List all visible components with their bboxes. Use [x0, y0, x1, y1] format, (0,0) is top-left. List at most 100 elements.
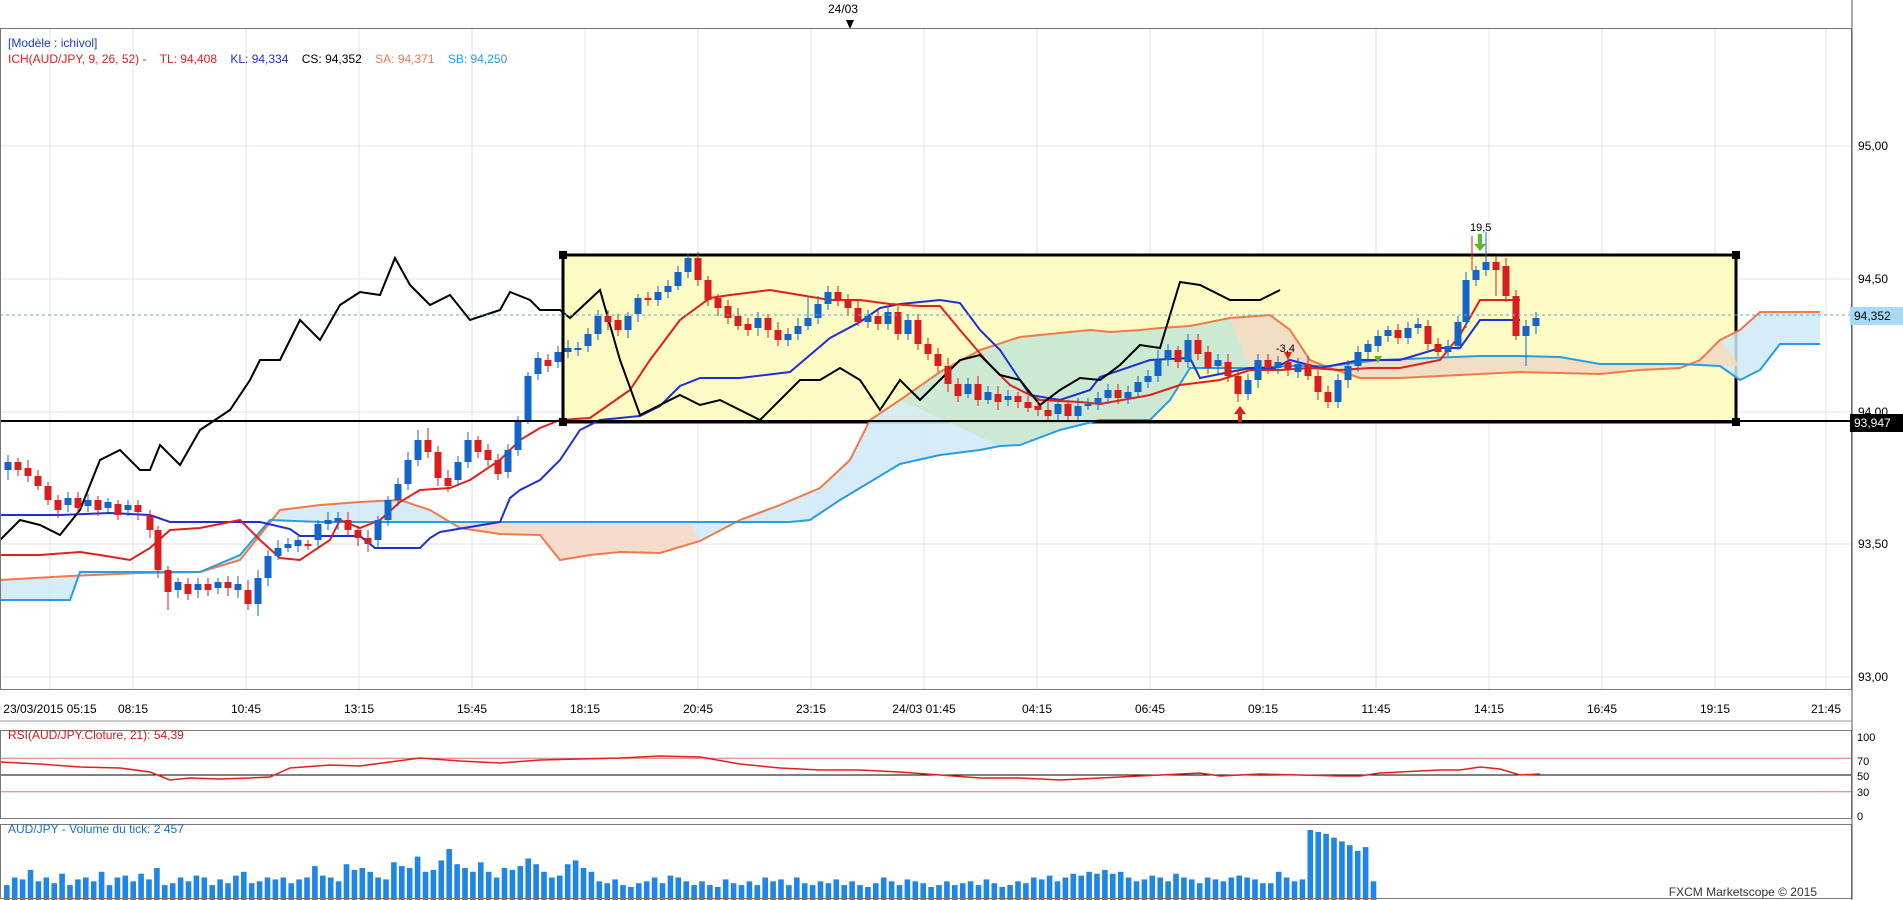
up-arrow-icon: [1234, 406, 1246, 422]
bull-candle: [1522, 326, 1530, 336]
bear-candle: [1194, 340, 1202, 354]
volume-bar: [564, 864, 571, 900]
volume-bar: [35, 881, 42, 900]
rsi-tick: 0: [1857, 811, 1864, 823]
span-a-line: [0, 311, 1820, 581]
bull-candle: [504, 450, 512, 472]
bull-candle: [1334, 380, 1342, 402]
bear-candle: [424, 440, 432, 452]
volume-bar: [272, 879, 279, 900]
bull-candle: [234, 584, 242, 590]
volume-bar: [217, 879, 223, 900]
cloud-bear-fill: [460, 522, 700, 560]
chikou-line: [0, 255, 1281, 541]
volume-bar: [849, 881, 855, 900]
volume-bar: [770, 881, 776, 900]
bull-candle: [624, 316, 632, 330]
volume-bar: [114, 877, 121, 900]
bear-candle: [604, 316, 612, 322]
bear-candle: [734, 316, 742, 326]
x-tick: 20:45: [682, 702, 714, 716]
low-annotation: -3,4: [1276, 343, 1295, 355]
credit-text: FXCM Marketscope © 2015: [1668, 885, 1817, 899]
volume-bar: [470, 871, 476, 900]
bull-candle: [1214, 360, 1222, 366]
volume-bar: [912, 881, 919, 900]
down-arrow-icon: [1474, 234, 1486, 251]
bull-candle: [214, 582, 222, 588]
x-tick: 10:45: [230, 702, 262, 716]
volume-bar: [414, 856, 421, 900]
volume-bar: [873, 883, 879, 900]
bear-candle: [874, 316, 882, 324]
bull-candle: [284, 544, 292, 548]
bear-candle: [1424, 326, 1432, 344]
volume-bar: [406, 868, 413, 900]
volume-bar: [1260, 883, 1266, 900]
volume-bar: [11, 877, 18, 900]
volume-bar: [264, 877, 271, 900]
volume-bar: [754, 885, 761, 900]
cloud-bear-fill: [1230, 315, 1740, 378]
bear-candle: [694, 258, 702, 280]
bear-candle: [1502, 266, 1510, 296]
bull-candle: [4, 462, 12, 470]
bear-candle: [994, 394, 1002, 402]
volume-bar: [1054, 881, 1061, 900]
volume-bar: [422, 871, 429, 900]
bull-candle: [754, 318, 762, 328]
x-tick: 23/03/2015 05:15: [3, 702, 97, 716]
volume-bar: [786, 885, 792, 900]
volume-bar: [841, 885, 847, 900]
volume-bar: [1283, 877, 1290, 900]
bear-candle: [34, 476, 42, 486]
volume-bar: [1157, 877, 1163, 900]
volume-bar: [1181, 877, 1187, 900]
volume-bar: [1196, 883, 1203, 900]
volume-bar: [952, 885, 958, 900]
volume-bar: [1094, 873, 1100, 900]
volume-bar: [493, 877, 500, 900]
bull-candle: [64, 498, 72, 505]
volume-bar: [651, 877, 658, 900]
volume-bar: [241, 871, 247, 900]
volume-bar: [557, 875, 563, 900]
volume-bar: [833, 879, 840, 900]
volume-bar: [248, 883, 255, 900]
volume-bar: [335, 881, 342, 900]
bear-candle: [344, 520, 352, 530]
bull-candle: [1462, 280, 1470, 322]
volume-bar: [367, 871, 373, 900]
rsi-tick: 70: [1857, 756, 1870, 768]
volume-bar: [857, 885, 863, 900]
volume-bar: [691, 885, 697, 900]
volume-bar: [1133, 881, 1140, 900]
volume-bar: [75, 879, 81, 900]
volume-bar: [225, 883, 231, 900]
volume-bar: [549, 877, 555, 900]
volume-bar: [707, 885, 713, 900]
volume-bar: [343, 864, 350, 900]
volume-bar: [580, 868, 587, 900]
volume-bar: [51, 883, 57, 900]
volume-bar: [643, 881, 650, 900]
volume-bar: [1291, 881, 1298, 900]
bull-candle: [334, 518, 342, 522]
volume-bar: [880, 877, 887, 900]
bull-candle: [1294, 364, 1302, 372]
volume-bar: [667, 875, 674, 900]
ich-title: ICH(AUD/JPY, 9, 26, 52) -: [8, 52, 147, 66]
volume-bar: [320, 875, 326, 900]
bear-candle: [714, 298, 722, 308]
volume-bar: [185, 881, 192, 900]
bear-candle: [744, 324, 752, 330]
volume-bar: [636, 883, 642, 900]
bull-candle: [1074, 406, 1082, 416]
volume-bar: [936, 885, 942, 900]
bear-candle: [934, 354, 942, 366]
volume-bar: [312, 866, 318, 900]
x-tick: 24/03 01:45: [892, 702, 956, 716]
volume-bar: [1110, 873, 1116, 900]
bull-candle: [1344, 366, 1352, 380]
panel-frames: [0, 0, 1853, 900]
